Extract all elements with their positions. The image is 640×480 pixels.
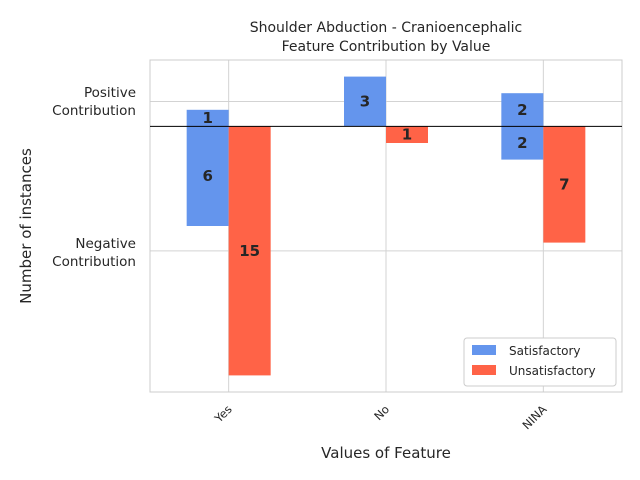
y-tick-label-negative: Negative Contribution bbox=[52, 236, 136, 270]
data-label-0: 1 bbox=[202, 109, 212, 127]
x-tick-label-yes: Yes bbox=[211, 402, 235, 426]
legend-box bbox=[463, 337, 617, 387]
y-axis-label: Number of instances bbox=[17, 148, 35, 304]
data-label-4: 1 bbox=[402, 126, 412, 144]
data-label-5: 2 bbox=[517, 101, 527, 119]
bar-negative-unsatisfactory-no bbox=[386, 126, 428, 143]
data-label-1: 6 bbox=[202, 167, 212, 185]
bar-positive-satisfactory-nina bbox=[501, 93, 544, 127]
bar-negative-satisfactory-nina bbox=[501, 126, 544, 160]
legend-swatch-satisfactory bbox=[472, 345, 496, 355]
y-tick-label-positive-line-2: Contribution bbox=[52, 103, 136, 119]
y-tick-label-negative-line-2: Contribution bbox=[52, 254, 136, 270]
data-label-3: 3 bbox=[360, 93, 370, 111]
plot-frame bbox=[149, 59, 623, 393]
data-label-7: 7 bbox=[559, 176, 569, 194]
x-axis-label: Values of Feature bbox=[321, 444, 451, 462]
chart-title-line-1: Shoulder Abduction - Cranioencephalic bbox=[250, 20, 523, 36]
legend-label-unsatisfactory: Unsatisfactory bbox=[509, 364, 596, 378]
bar-positive-satisfactory-no bbox=[344, 76, 386, 127]
bar-positive-satisfactory-yes bbox=[186, 109, 229, 127]
y-tick-label-positive: Positive Contribution bbox=[52, 85, 136, 119]
data-label-6: 2 bbox=[517, 134, 527, 152]
legend-swatch-unsatisfactory bbox=[472, 365, 496, 375]
x-tick-label-no: No bbox=[371, 402, 392, 423]
x-tick-label-nina: NINA bbox=[519, 402, 549, 432]
y-tick-label-negative-line-1: Negative bbox=[75, 236, 136, 252]
chart-title-line-2: Feature Contribution by Value bbox=[282, 39, 491, 55]
bar-negative-satisfactory-yes bbox=[186, 126, 229, 226]
bar-negative-unsatisfactory-nina bbox=[543, 126, 586, 243]
legend: Satisfactory Unsatisfactory bbox=[463, 337, 617, 387]
data-label-2: 15 bbox=[239, 242, 260, 260]
bar-negative-unsatisfactory-yes bbox=[228, 126, 271, 376]
y-tick-label-positive-line-1: Positive bbox=[84, 85, 136, 101]
legend-label-satisfactory: Satisfactory bbox=[509, 344, 581, 358]
